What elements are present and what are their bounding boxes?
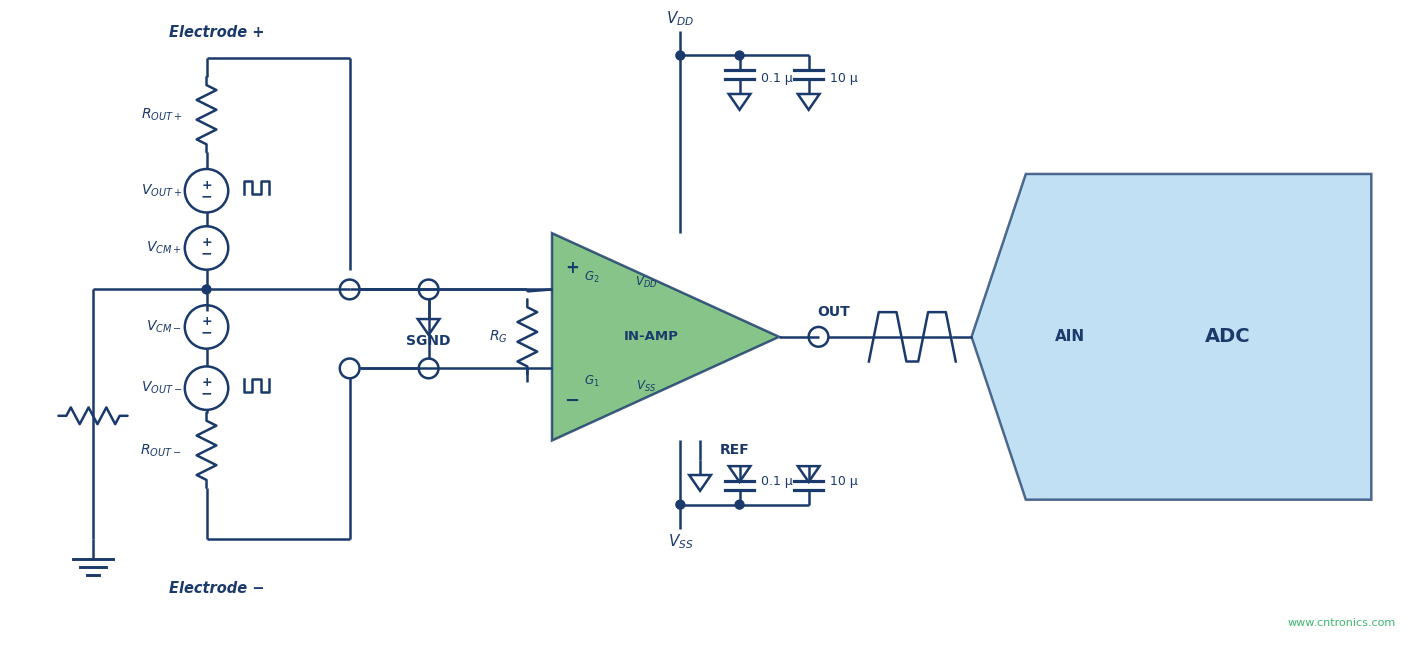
Text: +: + (201, 236, 212, 249)
Text: 10 μ: 10 μ (830, 476, 858, 488)
Text: 0.1 μ: 0.1 μ (761, 476, 794, 488)
Text: 10 μ: 10 μ (830, 72, 858, 85)
Text: $V_{CM−}$: $V_{CM−}$ (147, 319, 182, 335)
Text: OUT: OUT (818, 305, 850, 319)
Text: −: − (201, 387, 212, 400)
Text: $V_{DD}$: $V_{DD}$ (666, 10, 695, 28)
Text: $R_{OUT+}$: $R_{OUT+}$ (141, 107, 182, 123)
Text: AIN: AIN (1055, 329, 1086, 344)
Circle shape (809, 327, 829, 347)
Text: −: − (201, 325, 212, 340)
Circle shape (736, 51, 744, 60)
Circle shape (340, 358, 360, 378)
Circle shape (736, 500, 744, 509)
Text: Electrode +: Electrode + (168, 25, 264, 40)
Text: $V_{OUT−}$: $V_{OUT−}$ (141, 380, 182, 397)
Text: $R_{OUT−}$: $R_{OUT−}$ (141, 442, 182, 459)
Text: IN-AMP: IN-AMP (623, 331, 678, 344)
Text: www.cntronics.com: www.cntronics.com (1288, 618, 1396, 628)
Text: $V_{SS}$: $V_{SS}$ (668, 532, 693, 551)
Text: $G_1$: $G_1$ (583, 374, 599, 389)
Text: Electrode −: Electrode − (168, 581, 264, 596)
Circle shape (340, 280, 360, 300)
Circle shape (676, 500, 685, 509)
Text: +: + (565, 259, 579, 277)
Circle shape (202, 285, 210, 294)
Circle shape (676, 51, 685, 60)
Polygon shape (971, 174, 1371, 499)
Text: $V_{CM+}$: $V_{CM+}$ (147, 240, 182, 256)
Polygon shape (552, 233, 779, 441)
Text: −: − (565, 392, 579, 410)
Text: −: − (201, 247, 212, 260)
Circle shape (419, 358, 439, 378)
Text: $G_2$: $G_2$ (583, 270, 599, 285)
Text: 0.1 μ: 0.1 μ (761, 72, 794, 85)
Text: $V_{DD}$: $V_{DD}$ (634, 275, 657, 290)
Text: $V_{SS}$: $V_{SS}$ (635, 378, 657, 394)
Text: REF: REF (720, 443, 750, 457)
Text: +: + (201, 315, 212, 328)
Text: −: − (201, 189, 212, 203)
Circle shape (419, 280, 439, 300)
Text: ADC: ADC (1206, 327, 1251, 346)
Text: +: + (201, 376, 212, 389)
Text: $V_{OUT+}$: $V_{OUT+}$ (141, 182, 182, 199)
Text: SGND: SGND (407, 334, 450, 348)
Text: $R_G$: $R_G$ (489, 329, 507, 345)
Text: +: + (201, 179, 212, 192)
